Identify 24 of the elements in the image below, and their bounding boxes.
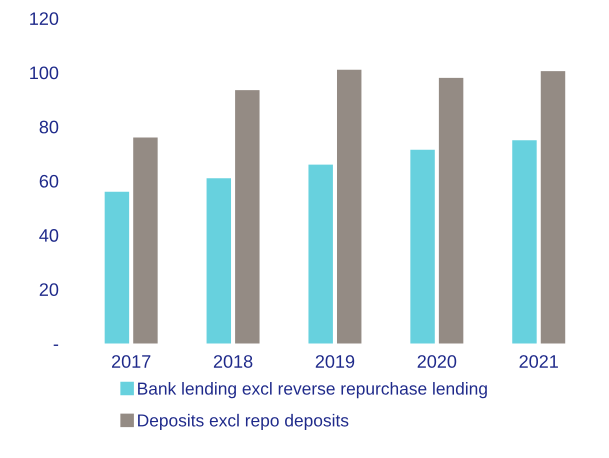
y-tick-label: 20 [40, 283, 58, 296]
y-tick-label: 40 [39, 229, 58, 242]
bar [336, 70, 362, 344]
bar [540, 71, 566, 344]
bar [133, 138, 158, 344]
y-tick-label: 100 [30, 66, 58, 80]
legend-label: Bank lending excl reverse repurchase lending [138, 382, 487, 398]
legend-label: Deposits excl repo deposits [138, 414, 348, 430]
y-tick-label: 60 [40, 174, 58, 188]
y-tick-label: 120 [30, 12, 58, 26]
x-tick-label: 2021 [520, 355, 558, 368]
bar [308, 164, 333, 344]
x-tick-label: 2018 [214, 355, 252, 368]
x-tick-label: 2020 [418, 355, 456, 368]
bar [410, 150, 435, 344]
x-tick-label: 2019 [316, 355, 354, 368]
bar [104, 192, 130, 344]
bar [235, 90, 260, 344]
bar [206, 178, 232, 344]
y-tick-label: - [54, 344, 58, 346]
bar [438, 78, 464, 344]
y-tick-label: 80 [40, 120, 58, 134]
x-tick-label: 2017 [112, 355, 150, 368]
bar [512, 140, 537, 344]
